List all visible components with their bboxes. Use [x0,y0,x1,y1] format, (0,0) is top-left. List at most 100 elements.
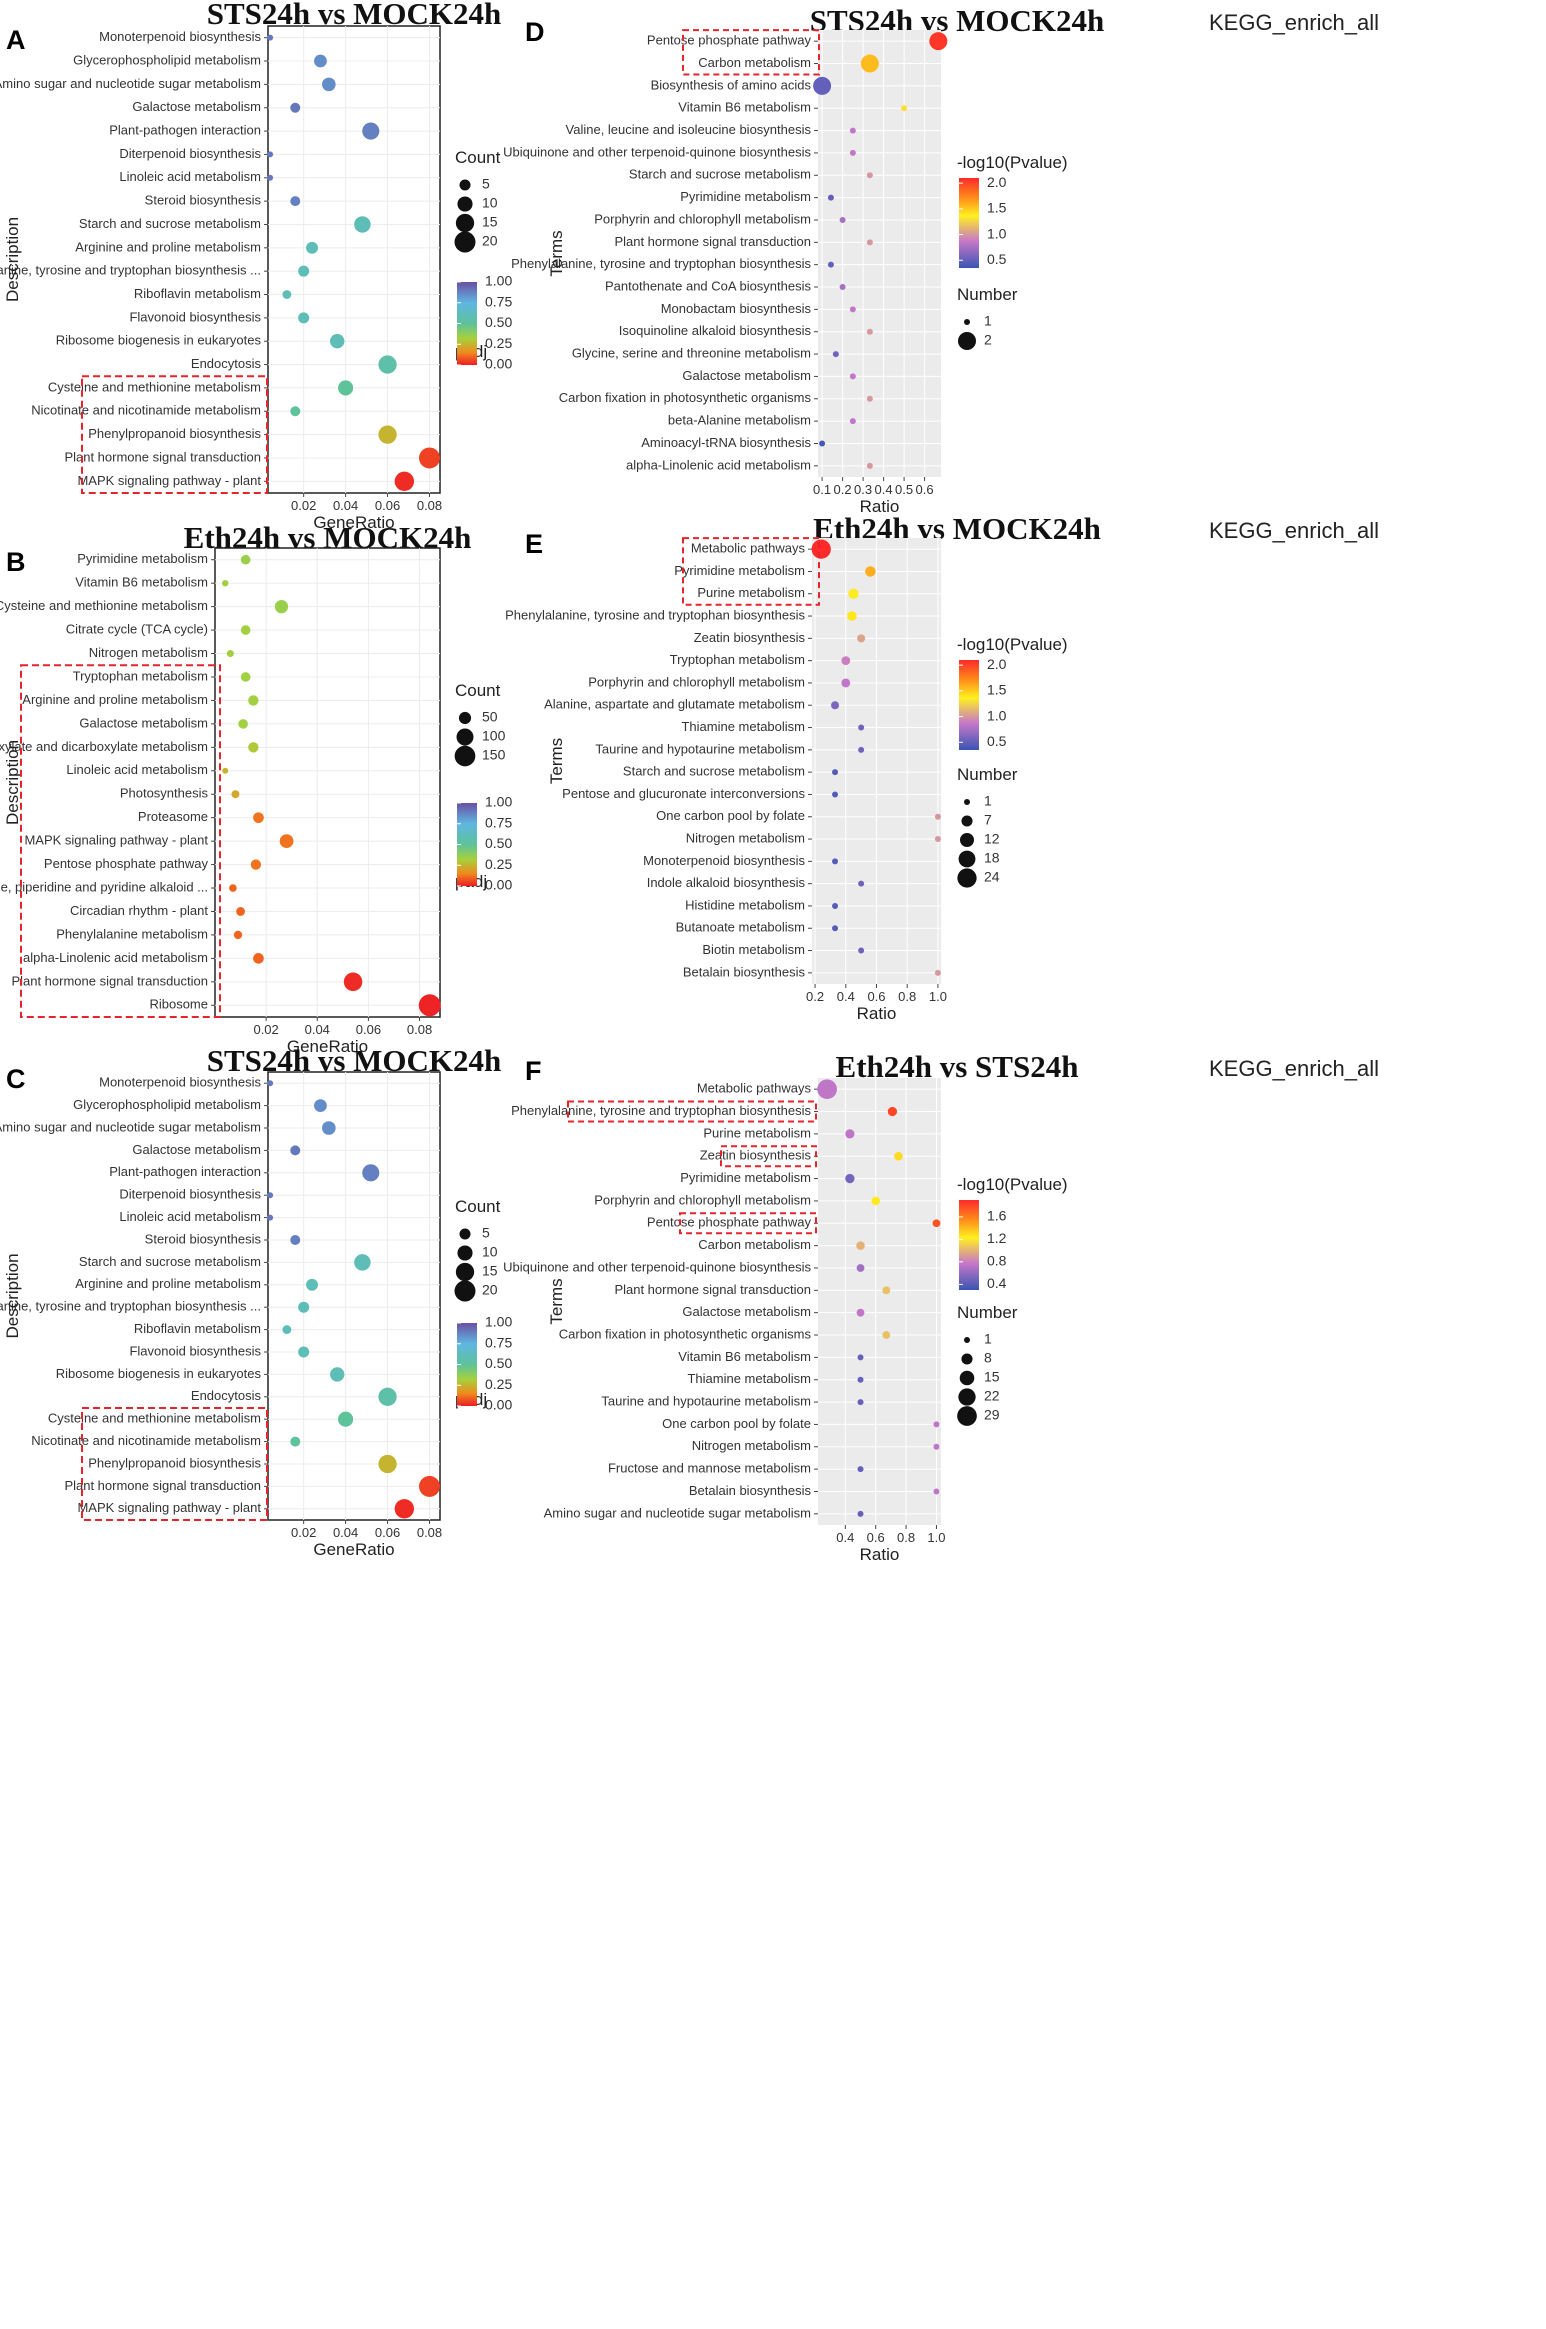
data-point [267,1214,274,1221]
y-tick-label: Purine metabolism [703,1125,811,1140]
x-tick-label: 0.4 [837,989,855,1004]
y-tick-label: One carbon pool by folate [662,1416,811,1431]
size-legend-swatch [455,1262,475,1282]
data-point [240,625,251,635]
y-tick-label: Ribosome biogenesis in eukaryotes [56,333,262,348]
data-point [934,969,941,976]
y-tick-label: Pantothenate and CoA biosynthesis [605,278,811,293]
size-legend-title: Number [957,765,1018,784]
chart-subtitle: KEGG_enrich_all [1209,10,1379,35]
data-point [871,1196,880,1206]
x-tick-label: 0.3 [854,482,872,497]
color-legend-label: 1.5 [987,200,1007,216]
y-tick-label: Nitrogen metabolism [89,645,208,660]
size-legend-swatch [964,319,970,325]
data-point [857,1466,864,1473]
y-tick-label: Vitamin B6 metabolism [678,1349,811,1364]
data-point [267,34,274,41]
data-point [298,1346,310,1358]
color-legend-label: 0.25 [485,335,512,351]
color-legend-label: 0.75 [485,814,512,830]
y-tick-label: Ribosome [149,997,208,1012]
color-legend-label: 2.0 [987,656,1007,672]
y-tick-label: Cysteine and methionine metabolism [0,598,208,613]
data-point [866,462,873,469]
data-point [233,930,243,940]
y-tick-label: Plant hormone signal transduction [64,1478,261,1493]
y-tick-label: Tropane, piperidine and pyridine alkaloi… [0,879,208,894]
y-tick-label: Alanine, aspartate and glutamate metabol… [544,697,805,712]
y-tick-label: beta-Alanine metabolism [668,413,811,428]
color-legend-label: 1.0 [987,225,1007,241]
y-tick-label: Isoquinoline alkaloid biosynthesis [619,323,812,338]
data-point [894,1151,903,1161]
color-legend-title: -log10(Pvalue) [957,153,1068,172]
data-point [354,216,371,233]
x-tick-label: 0.06 [375,1525,400,1540]
data-point [253,953,264,964]
plot-area [214,547,441,1018]
data-point [267,1192,274,1199]
x-tick-label: 0.2 [806,989,824,1004]
size-legend-swatch [459,1228,471,1240]
data-point [882,1331,891,1339]
data-point [394,471,415,492]
y-tick-label: Citrate cycle (TCA cycle) [66,622,208,637]
size-legend-label: 1 [984,793,992,809]
y-tick-label: Arginine and proline metabolism [75,1276,261,1291]
data-point [298,312,310,324]
x-tick-label: 0.6 [867,1530,885,1545]
size-legend-label: 1 [984,1331,992,1347]
size-legend-label: 20 [482,1282,498,1298]
data-point [845,1173,855,1184]
data-point [934,813,941,820]
size-legend-label: 5 [482,1225,490,1241]
y-tick-label: Carbon metabolism [698,1237,811,1252]
y-tick-label: Arginine and proline metabolism [22,692,208,707]
y-tick-label: Carbon fixation in photosynthetic organi… [559,1326,812,1341]
data-point [887,1106,898,1117]
y-tick-label: Biosynthesis of amino acids [651,77,812,92]
data-point [819,440,826,447]
data-point [322,77,336,92]
y-axis-label: Terms [547,738,566,784]
y-tick-label: Starch and sucrose metabolism [623,764,805,779]
color-legend-bar [959,660,979,750]
size-legend-swatch [454,231,476,253]
y-tick-label: Riboflavin metabolism [134,286,261,301]
color-legend-bar [457,282,477,365]
panel-letter: F [525,1056,542,1086]
y-tick-label: Galactose metabolism [132,1142,261,1157]
y-tick-label: Glyoxylate and dicarboxylate metabolism [0,739,208,754]
color-legend-label: 1.00 [485,794,512,810]
y-tick-label: Tryptophan metabolism [670,652,805,667]
panel-letter: E [525,529,543,559]
color-legend-label: 0.4 [987,1275,1007,1291]
size-legend-swatch [959,1370,975,1386]
data-point [841,656,851,666]
x-tick-label: 0.08 [407,1022,432,1037]
y-axis-label: Description [3,740,22,825]
data-point [832,858,839,865]
x-tick-label: 0.02 [291,498,316,513]
data-point [933,1421,940,1428]
y-tick-label: Carbon fixation in photosynthetic organi… [559,390,812,405]
highlight-box [81,375,268,494]
color-legend-title: -log10(Pvalue) [957,1175,1068,1194]
color-legend-label: 0.5 [987,733,1007,749]
y-tick-label: Starch and sucrose metabolism [629,167,811,182]
data-point [290,1145,301,1156]
data-point [845,1129,855,1139]
size-legend-swatch [961,1353,973,1365]
color-legend-label: 0.00 [485,1397,512,1413]
y-axis-label: Terms [547,1278,566,1324]
y-tick-label: MAPK signaling pathway - plant [24,833,208,848]
data-point [882,1286,891,1295]
data-point [857,634,866,643]
y-tick-label: Plant hormone signal transduction [64,449,261,464]
data-point [378,355,397,374]
data-point [831,701,840,710]
y-tick-label: Steroid biosynthesis [145,193,262,208]
y-tick-label: Plant hormone signal transduction [614,234,811,249]
y-axis-label: Terms [547,230,566,276]
